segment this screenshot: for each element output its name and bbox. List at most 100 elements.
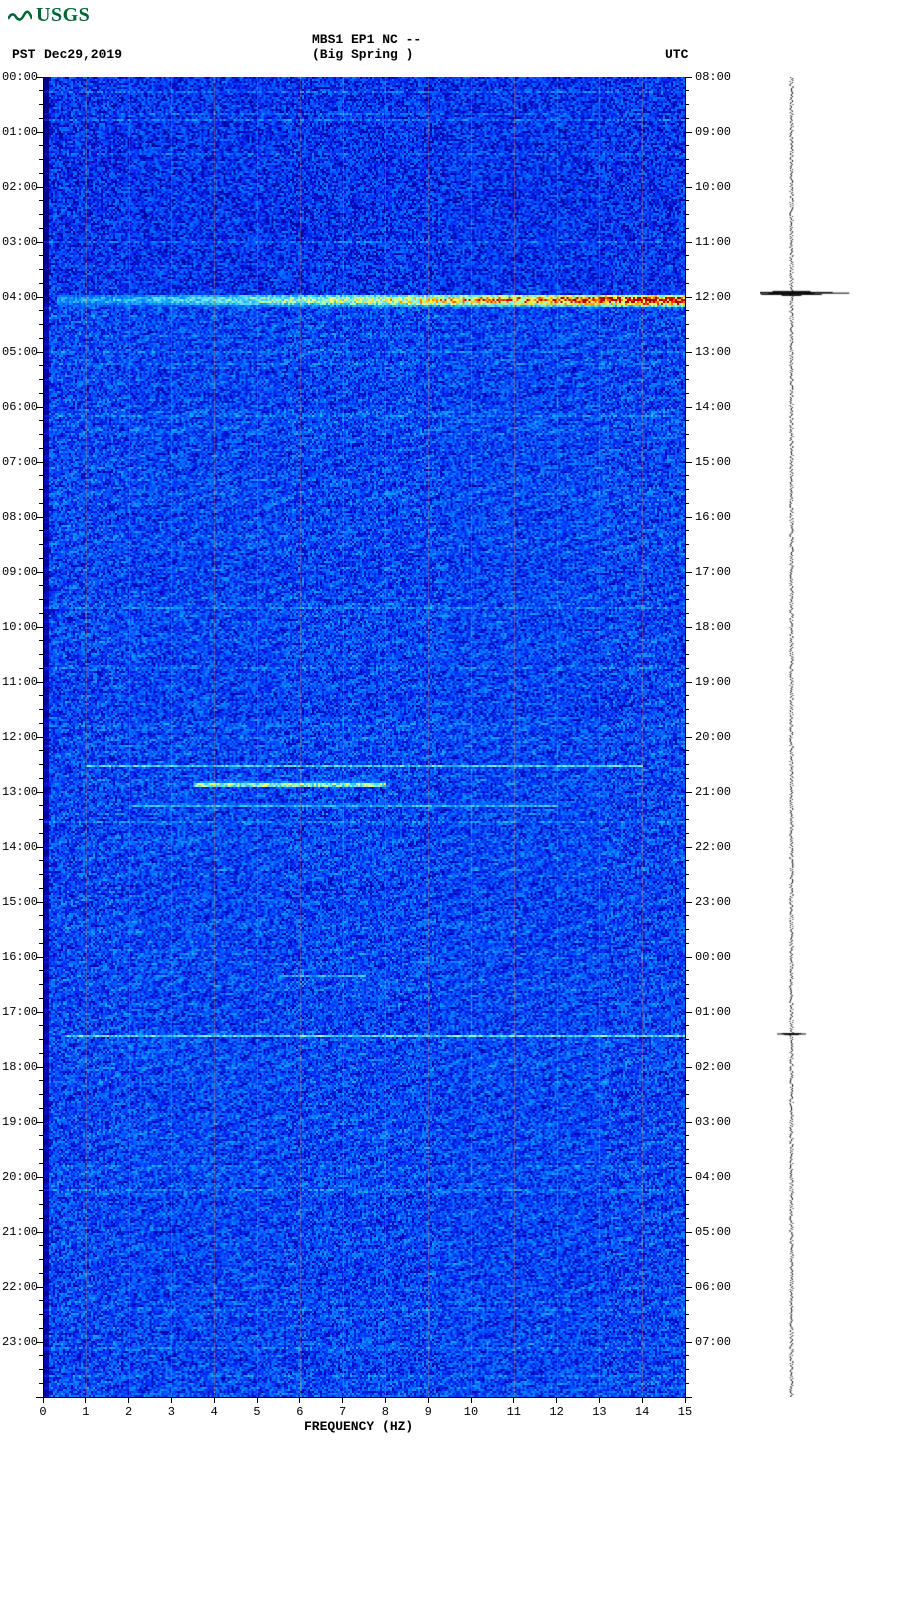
time-tick <box>685 847 692 848</box>
time-tick-minor <box>685 1204 689 1205</box>
gridline <box>642 77 643 1397</box>
time-tick-minor <box>685 778 689 779</box>
time-tick-minor <box>685 1383 689 1384</box>
time-tick <box>685 187 692 188</box>
utc-hour-label: 11:00 <box>695 235 731 249</box>
time-tick-minor <box>685 228 689 229</box>
time-tick-minor <box>685 1190 689 1191</box>
wave-icon <box>8 7 32 25</box>
freq-tick <box>685 1397 686 1403</box>
freq-tick <box>471 1397 472 1403</box>
time-tick-minor <box>685 118 689 119</box>
freq-tick-label: 6 <box>290 1405 310 1419</box>
date-label: Dec29,2019 <box>44 47 122 62</box>
freq-tick-label: 10 <box>461 1405 481 1419</box>
amplitude-strip <box>760 77 865 1397</box>
pst-hour-label: 05:00 <box>2 345 35 359</box>
gridline <box>129 77 130 1397</box>
freq-tick <box>599 1397 600 1403</box>
time-tick-minor <box>685 1135 689 1136</box>
pst-hour-label: 03:00 <box>2 235 35 249</box>
time-tick-minor <box>685 379 689 380</box>
pst-hour-label: 01:00 <box>2 125 35 139</box>
freq-tick-label: 14 <box>632 1405 652 1419</box>
spectrogram-plot <box>43 77 685 1397</box>
time-tick-minor <box>685 750 689 751</box>
time-tick <box>685 1067 692 1068</box>
utc-hour-label: 13:00 <box>695 345 731 359</box>
time-tick-minor <box>685 434 689 435</box>
pst-hour-label: 22:00 <box>2 1280 35 1294</box>
time-tick <box>685 352 692 353</box>
time-tick-minor <box>685 489 689 490</box>
time-tick-minor <box>685 943 689 944</box>
time-tick-minor <box>685 888 689 889</box>
pst-hour-label: 14:00 <box>2 840 35 854</box>
gridline <box>257 77 258 1397</box>
pst-hour-label: 10:00 <box>2 620 35 634</box>
gridline <box>471 77 472 1397</box>
time-tick-minor <box>685 1314 689 1315</box>
time-tick <box>685 792 692 793</box>
time-tick-minor <box>685 1080 689 1081</box>
freq-tick-label: 4 <box>204 1405 224 1419</box>
utc-hour-label: 21:00 <box>695 785 731 799</box>
time-tick-minor <box>685 530 689 531</box>
time-tick-minor <box>685 709 689 710</box>
utc-hour-label: 23:00 <box>695 895 731 909</box>
time-tick-minor <box>685 1245 689 1246</box>
gridline <box>514 77 515 1397</box>
time-tick-minor <box>685 544 689 545</box>
tz-right-label: UTC <box>665 47 688 62</box>
time-tick-minor <box>685 585 689 586</box>
pst-hour-label: 09:00 <box>2 565 35 579</box>
time-tick-minor <box>685 200 689 201</box>
time-tick-minor <box>685 998 689 999</box>
time-tick <box>685 297 692 298</box>
time-tick-minor <box>685 1149 689 1150</box>
time-tick-minor <box>685 1025 689 1026</box>
time-tick-minor <box>685 668 689 669</box>
freq-tick-label: 0 <box>33 1405 53 1419</box>
time-tick <box>685 1342 692 1343</box>
time-tick <box>685 682 692 683</box>
pst-hour-label: 16:00 <box>2 950 35 964</box>
freq-tick-label: 15 <box>675 1405 695 1419</box>
time-tick <box>685 1287 692 1288</box>
time-tick-minor <box>685 104 689 105</box>
time-tick <box>685 1012 692 1013</box>
time-tick-minor <box>685 915 689 916</box>
station-location: (Big Spring ) <box>312 47 413 62</box>
time-tick-minor <box>685 833 689 834</box>
time-tick-minor <box>685 214 689 215</box>
pst-hour-label: 13:00 <box>2 785 35 799</box>
utc-hour-label: 00:00 <box>695 950 731 964</box>
time-tick-minor <box>685 1273 689 1274</box>
pst-hour-label: 18:00 <box>2 1060 35 1074</box>
gridline <box>214 77 215 1397</box>
time-tick-minor <box>685 640 689 641</box>
time-tick-minor <box>685 723 689 724</box>
utc-hour-label: 06:00 <box>695 1280 731 1294</box>
time-tick-minor <box>685 929 689 930</box>
utc-hour-label: 03:00 <box>695 1115 731 1129</box>
time-tick-minor <box>685 393 689 394</box>
utc-hour-label: 12:00 <box>695 290 731 304</box>
time-tick <box>685 1232 692 1233</box>
time-tick <box>685 242 692 243</box>
utc-hour-label: 20:00 <box>695 730 731 744</box>
time-tick-minor <box>685 1039 689 1040</box>
gridline <box>86 77 87 1397</box>
freq-tick <box>342 1397 343 1403</box>
freq-tick <box>556 1397 557 1403</box>
gridline <box>171 77 172 1397</box>
freq-tick <box>43 1397 44 1403</box>
time-tick-minor <box>685 984 689 985</box>
gridline <box>428 77 429 1397</box>
utc-hour-label: 22:00 <box>695 840 731 854</box>
time-tick-minor <box>685 599 689 600</box>
freq-tick <box>513 1397 514 1403</box>
utc-hour-label: 10:00 <box>695 180 731 194</box>
pst-hour-label: 11:00 <box>2 675 35 689</box>
freq-tick <box>642 1397 643 1403</box>
